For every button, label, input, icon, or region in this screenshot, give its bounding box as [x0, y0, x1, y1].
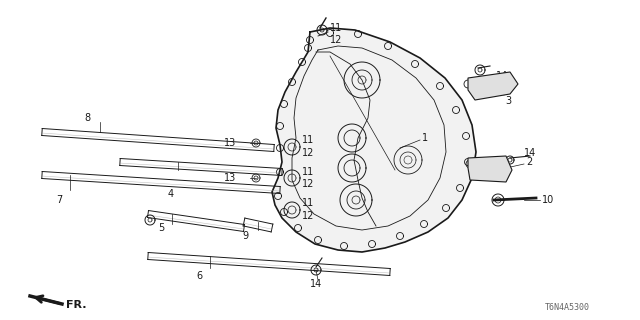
Text: 9: 9: [242, 231, 248, 241]
Text: 4: 4: [168, 189, 174, 199]
Text: 3: 3: [505, 96, 511, 106]
Text: 12: 12: [330, 35, 342, 45]
Polygon shape: [272, 28, 476, 252]
Text: 11: 11: [330, 23, 342, 33]
Text: 10: 10: [542, 195, 554, 205]
Text: 14: 14: [310, 279, 323, 289]
Text: 7: 7: [56, 195, 62, 205]
Text: 8: 8: [84, 113, 90, 123]
Polygon shape: [468, 156, 512, 182]
Text: 14: 14: [524, 148, 536, 158]
Text: FR.: FR.: [66, 300, 86, 310]
Text: 6: 6: [196, 271, 202, 281]
Text: 1: 1: [422, 133, 428, 143]
Text: 11: 11: [302, 167, 314, 177]
Text: 12: 12: [302, 179, 314, 189]
Polygon shape: [468, 72, 518, 100]
Text: 5: 5: [158, 223, 164, 233]
Text: 12: 12: [302, 148, 314, 158]
Text: 12: 12: [302, 211, 314, 221]
Text: 13: 13: [224, 138, 236, 148]
Text: 2: 2: [526, 157, 532, 167]
Text: 13: 13: [224, 173, 236, 183]
Text: 11: 11: [302, 135, 314, 145]
Text: T6N4A5300: T6N4A5300: [545, 303, 590, 312]
Text: 11: 11: [302, 198, 314, 208]
Text: 14: 14: [496, 71, 508, 81]
